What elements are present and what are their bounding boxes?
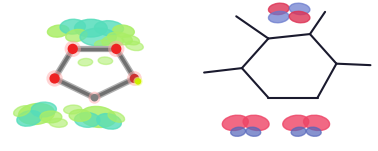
Point [135, 80, 141, 83]
Ellipse shape [31, 102, 56, 117]
Ellipse shape [47, 25, 69, 37]
Ellipse shape [17, 111, 42, 126]
Ellipse shape [304, 115, 330, 130]
Point [113, 48, 119, 50]
Ellipse shape [78, 58, 93, 66]
Ellipse shape [49, 118, 67, 127]
Ellipse shape [246, 127, 261, 136]
Ellipse shape [125, 41, 143, 51]
Ellipse shape [40, 111, 62, 123]
Ellipse shape [66, 29, 87, 42]
Point [135, 80, 141, 83]
Ellipse shape [122, 35, 139, 45]
Ellipse shape [19, 103, 54, 124]
Ellipse shape [231, 127, 246, 136]
Ellipse shape [289, 3, 310, 15]
Ellipse shape [243, 115, 269, 130]
Point [70, 48, 76, 50]
Ellipse shape [268, 3, 289, 15]
Ellipse shape [268, 11, 289, 23]
Point [132, 77, 138, 80]
Ellipse shape [291, 127, 306, 136]
Point [70, 48, 76, 50]
Ellipse shape [80, 106, 116, 127]
Ellipse shape [60, 19, 85, 34]
Ellipse shape [14, 106, 30, 116]
Ellipse shape [94, 21, 124, 36]
Ellipse shape [64, 105, 82, 114]
Ellipse shape [80, 28, 116, 46]
Ellipse shape [69, 109, 91, 121]
Ellipse shape [98, 57, 113, 64]
Ellipse shape [74, 112, 100, 127]
Point [51, 77, 57, 80]
Ellipse shape [94, 40, 113, 49]
Ellipse shape [97, 114, 121, 129]
Ellipse shape [113, 25, 134, 37]
Point [132, 77, 138, 80]
Ellipse shape [108, 112, 125, 122]
Point [113, 48, 119, 50]
Point [91, 96, 98, 99]
Point [91, 96, 98, 99]
Ellipse shape [74, 19, 107, 37]
Ellipse shape [306, 127, 321, 136]
Point [51, 77, 57, 80]
Ellipse shape [222, 115, 248, 130]
Ellipse shape [289, 11, 310, 23]
Ellipse shape [283, 115, 309, 130]
Ellipse shape [107, 32, 132, 45]
Ellipse shape [102, 35, 124, 47]
